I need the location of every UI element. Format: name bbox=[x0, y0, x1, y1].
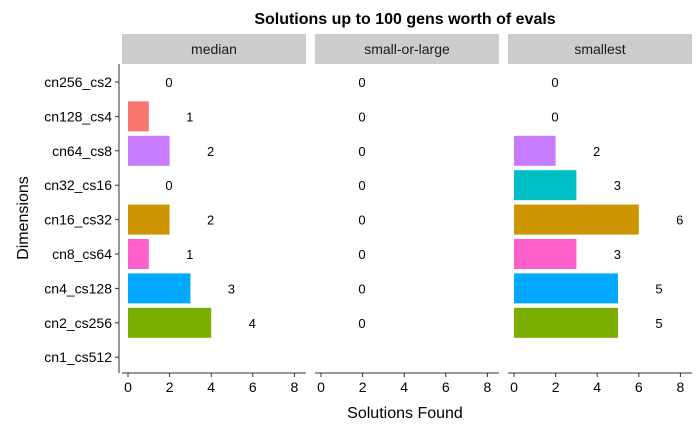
y-tick-label: cn32_cs16 bbox=[44, 177, 112, 193]
facet-panel-small-or-large: small-or-large 0 0 0 0 0 0 0 0 0 2 4 6 8 bbox=[315, 34, 499, 395]
y-tick-label: cn16_cs32 bbox=[44, 212, 112, 228]
bar-value-label: 3 bbox=[614, 247, 621, 262]
bar bbox=[128, 135, 170, 166]
bar-value-label: 0 bbox=[358, 316, 365, 331]
bar bbox=[514, 239, 577, 269]
bar-value-label: 3 bbox=[614, 178, 621, 193]
y-axis: cn256_cs2 cn128_cs4 cn64_cs8 cn32_cs16 cn16_… bbox=[44, 64, 120, 373]
x-tick-label: 6 bbox=[635, 379, 643, 395]
bar bbox=[514, 135, 556, 166]
bar-value-label: 0 bbox=[551, 109, 558, 124]
bar-value-label: 0 bbox=[358, 178, 365, 193]
bar bbox=[514, 273, 618, 304]
bar-value-label: 0 bbox=[551, 75, 558, 90]
facet-strip bbox=[508, 34, 692, 64]
y-tick-label: cn2_cs256 bbox=[44, 315, 112, 331]
bar bbox=[128, 273, 191, 304]
y-tick-label: cn1_cs512 bbox=[44, 349, 112, 365]
facet-strip-label: median bbox=[191, 41, 237, 57]
bar-value-label: 0 bbox=[165, 178, 172, 193]
y-tick-label: cn8_cs64 bbox=[52, 246, 112, 262]
x-tick-label: 6 bbox=[442, 379, 450, 395]
bar bbox=[514, 204, 639, 235]
chart-title: Solutions up to 100 gens worth of evals bbox=[254, 11, 555, 28]
x-tick-label: 4 bbox=[400, 379, 408, 395]
bar bbox=[128, 101, 149, 132]
bar-value-label: 2 bbox=[207, 144, 214, 159]
facet-strip bbox=[315, 34, 499, 64]
x-tick-label: 8 bbox=[291, 379, 299, 395]
bar-value-label: 0 bbox=[358, 109, 365, 124]
bar-value-label: 3 bbox=[228, 281, 235, 296]
x-tick-label: 2 bbox=[359, 379, 367, 395]
bar-value-label: 2 bbox=[207, 213, 214, 228]
x-tick-label: 4 bbox=[207, 379, 215, 395]
x-tick-label: 8 bbox=[677, 379, 685, 395]
bar-value-label: 6 bbox=[676, 213, 683, 228]
y-tick-label: cn256_cs2 bbox=[44, 74, 112, 90]
bar-value-label: 5 bbox=[655, 281, 662, 296]
bar bbox=[128, 239, 149, 269]
bar-value-label: 0 bbox=[358, 144, 365, 159]
x-axis-label: Solutions Found bbox=[347, 405, 463, 422]
x-tick-label: 6 bbox=[249, 379, 257, 395]
facet-strip-label: smallest bbox=[574, 41, 625, 57]
facet-panels: median 0 1 2 0 2 1 3 4 0 2 4 6 8 small-or-large 0 0 0 0 0 0 0… bbox=[122, 34, 692, 395]
x-tick-label: 2 bbox=[166, 379, 174, 395]
x-tick-label: 2 bbox=[552, 379, 560, 395]
facet-strip-label: small-or-large bbox=[364, 41, 450, 57]
y-tick-label: cn128_cs4 bbox=[44, 108, 112, 124]
bar-value-label: 1 bbox=[186, 109, 193, 124]
bar bbox=[128, 307, 212, 338]
facet-panel-smallest: smallest 0 0 2 3 6 3 5 5 0 2 4 6 8 bbox=[508, 34, 692, 395]
bar bbox=[128, 204, 170, 235]
bar bbox=[514, 307, 618, 338]
bar-value-label: 4 bbox=[249, 316, 256, 331]
bar-value-label: 0 bbox=[165, 75, 172, 90]
x-tick-label: 8 bbox=[484, 379, 492, 395]
y-axis-label: Dimensions bbox=[15, 176, 32, 260]
bar-value-label: 0 bbox=[358, 213, 365, 228]
facet-panel-median: median 0 1 2 0 2 1 3 4 0 2 4 6 8 bbox=[122, 34, 306, 395]
bar-value-label: 0 bbox=[358, 247, 365, 262]
bar-value-label: 0 bbox=[358, 75, 365, 90]
y-tick-label: cn4_cs128 bbox=[44, 280, 112, 296]
bar bbox=[514, 170, 577, 201]
x-tick-label: 0 bbox=[317, 379, 325, 395]
bar-value-label: 2 bbox=[593, 144, 600, 159]
facet-strip bbox=[122, 34, 306, 64]
x-tick-label: 0 bbox=[510, 379, 518, 395]
x-tick-label: 0 bbox=[124, 379, 132, 395]
bar-value-label: 5 bbox=[655, 316, 662, 331]
bar-value-label: 1 bbox=[186, 247, 193, 262]
bar-value-label: 0 bbox=[358, 281, 365, 296]
x-tick-label: 4 bbox=[593, 379, 601, 395]
y-tick-label: cn64_cs8 bbox=[52, 143, 112, 159]
